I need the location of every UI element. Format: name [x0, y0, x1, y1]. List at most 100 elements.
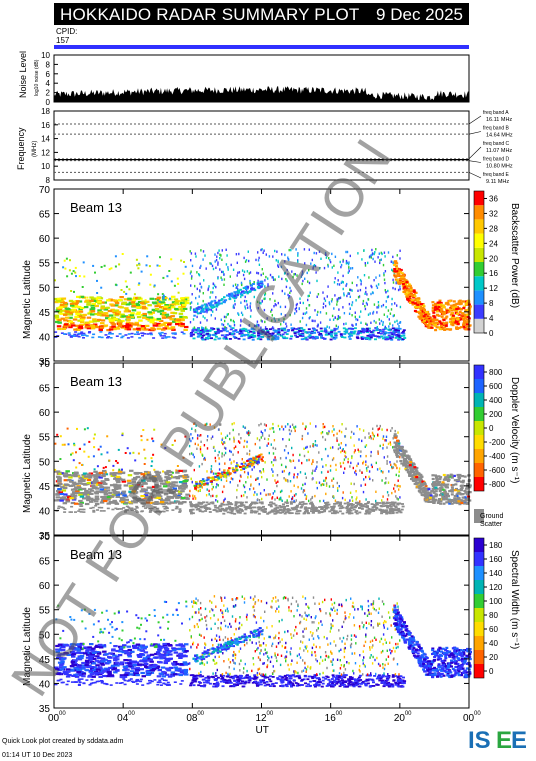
scatter-cell	[347, 327, 351, 330]
scatter-cell	[365, 444, 368, 447]
scatter-cell	[356, 333, 360, 336]
scatter-cell	[287, 329, 291, 331]
scatter-cell	[246, 445, 248, 448]
scatter-cell	[164, 471, 169, 474]
scatter-cell	[183, 486, 188, 489]
scatter-cell	[68, 320, 73, 323]
scatter-cell	[103, 490, 108, 493]
scatter-cell	[418, 310, 422, 313]
scatter-cell	[253, 334, 257, 337]
scatter-cell	[108, 459, 111, 462]
scatter-cell	[199, 445, 202, 449]
scatter-cell	[341, 280, 343, 283]
scatter-cell	[235, 509, 239, 512]
scatter-cell	[235, 465, 238, 468]
scatter-cell	[173, 298, 179, 301]
scatter-cell	[57, 476, 62, 479]
scatter-cell	[74, 482, 79, 485]
scatter-cell	[118, 263, 121, 266]
scatter-cell	[230, 325, 232, 328]
scatter-cell	[392, 502, 396, 505]
scatter-cell	[353, 451, 356, 454]
scatter-cell	[199, 334, 202, 337]
scatter-cell	[108, 331, 112, 334]
scatter-cell	[368, 470, 371, 473]
scatter-cell	[391, 335, 394, 338]
scatter-cell	[337, 330, 341, 333]
scatter-cell	[140, 435, 143, 438]
scatter-cell	[386, 428, 388, 432]
scatter-cell	[259, 338, 263, 341]
scatter-cell	[339, 260, 341, 264]
scatter-cell	[56, 433, 59, 436]
scatter-cell	[295, 493, 297, 496]
scatter-cell	[130, 312, 135, 315]
scatter-cell	[217, 477, 221, 480]
cpid-value: 157	[56, 36, 70, 45]
colorbar-segment	[474, 191, 484, 206]
scatter-cell	[106, 473, 109, 476]
scatter-cell	[397, 502, 401, 505]
scatter-cell	[121, 326, 126, 329]
scatter-cell	[435, 480, 439, 483]
scatter-cell	[283, 477, 285, 480]
scatter-cell	[443, 491, 447, 494]
scatter-cell	[272, 474, 274, 477]
scatter-cell	[442, 318, 446, 322]
scatter-cell	[228, 505, 232, 508]
scatter-cell	[351, 455, 353, 458]
scatter-cell	[189, 510, 193, 513]
scatter-cell	[337, 504, 341, 507]
scatter-cell	[386, 295, 389, 299]
scatter-cell	[203, 303, 207, 306]
scatter-cell	[403, 283, 407, 286]
scatter-cell	[225, 503, 229, 506]
scatter-cell	[340, 263, 343, 267]
scatter-cell	[223, 499, 225, 502]
noise-ytick-label: 0	[46, 98, 51, 107]
scatter-cell	[385, 511, 389, 514]
scatter-cell	[296, 274, 298, 277]
scatter-cell	[182, 481, 187, 485]
scatter-cell	[336, 439, 338, 442]
scatter-cell	[232, 304, 235, 307]
freq-unit: (MHz)	[32, 141, 38, 157]
scatter-cell	[86, 473, 91, 476]
scatter-cell	[350, 507, 354, 509]
scatter-cell	[323, 266, 326, 270]
scatter-cell	[57, 299, 62, 303]
scatter-cell	[96, 318, 102, 321]
scatter-cell	[258, 455, 261, 458]
scatter-cell	[58, 491, 63, 494]
scatter-cell	[184, 325, 189, 329]
scatter-cell	[357, 289, 359, 292]
scatter-cell	[381, 252, 383, 256]
scatter-cell	[232, 470, 235, 473]
scatter-cell	[315, 467, 317, 470]
scatter-cell	[200, 264, 202, 268]
scatter-cell	[213, 426, 216, 429]
scatter-cell	[142, 476, 148, 479]
scatter-cell	[448, 308, 452, 311]
scatter-cell	[262, 505, 265, 508]
scatter-cell	[93, 313, 99, 316]
scatter-cell	[175, 500, 180, 503]
scatter-cell	[246, 507, 250, 509]
scatter-cell	[161, 328, 166, 331]
scatter-cell	[206, 488, 208, 491]
scatter-cell	[308, 304, 311, 307]
scatter-cell	[350, 482, 352, 485]
scatter-cell	[252, 328, 256, 331]
scatter-cell	[136, 481, 142, 484]
scatter-cell	[161, 510, 165, 513]
scatter-cell	[366, 323, 368, 326]
scatter-cell	[96, 465, 99, 468]
scatter-cell	[214, 506, 218, 509]
scatter-cell	[133, 293, 136, 296]
scatter-cell	[409, 286, 413, 289]
scatter-cell	[418, 312, 421, 315]
scatter-cell	[305, 311, 308, 314]
scatter-cell	[327, 454, 329, 458]
scatter-cell	[404, 292, 408, 295]
scatter-cell	[135, 507, 139, 509]
